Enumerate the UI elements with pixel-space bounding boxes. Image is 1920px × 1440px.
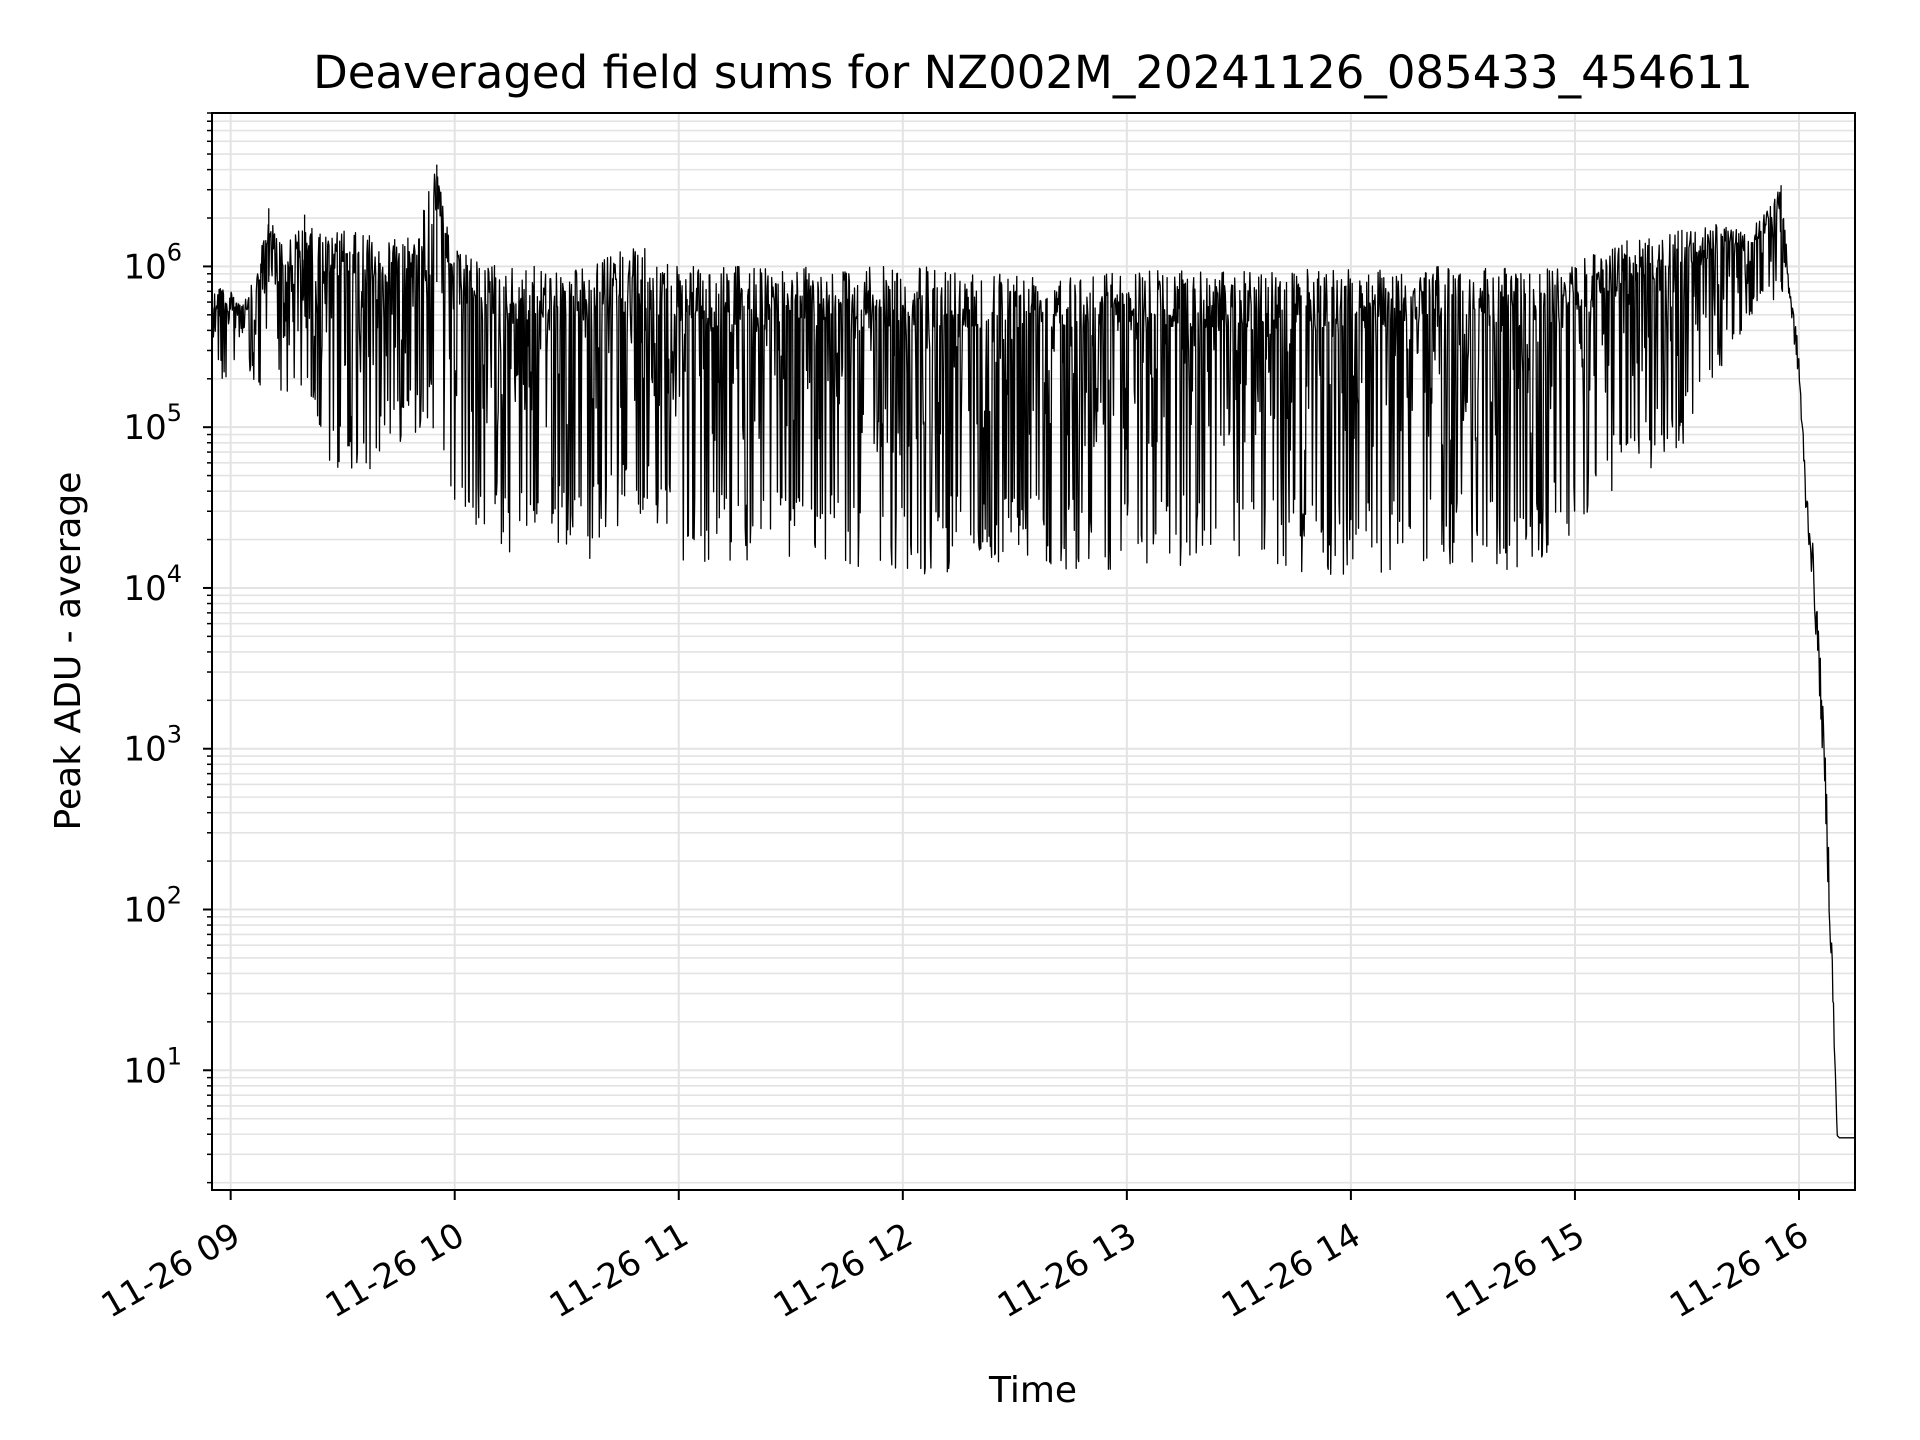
- chart-title: Deaveraged field sums for NZ002M_2024112…: [313, 46, 1753, 99]
- x-tick-label: 11-26 10: [319, 1215, 471, 1326]
- y-tick-label: 105: [123, 399, 182, 448]
- y-tick-label: 106: [123, 238, 182, 287]
- y-tick-base: 10: [123, 1051, 166, 1091]
- y-axis-label: Peak ADU - average: [48, 472, 89, 831]
- x-axis-label: Time: [988, 1370, 1077, 1411]
- y-tick-exponent: 1: [167, 1042, 182, 1070]
- y-tick-exponent: 5: [167, 399, 182, 427]
- y-tick-base: 10: [123, 569, 166, 609]
- x-tick-label: 11-26 13: [991, 1215, 1143, 1326]
- series-lines: [212, 164, 1856, 1139]
- x-tick-label: 11-26 12: [767, 1215, 919, 1326]
- y-tick-base: 10: [123, 408, 166, 448]
- x-axis-ticks: 11-26 09 11-26 10 11-26 11 11-26 12 11-26 13…: [95, 1190, 1815, 1326]
- y-tick-base: 10: [123, 890, 166, 930]
- x-tick-label: 11-26 11: [543, 1215, 695, 1326]
- series-line: [212, 173, 1856, 1139]
- y-tick-base: 10: [123, 730, 166, 770]
- y-tick-label: 104: [123, 560, 182, 609]
- y-tick-label: 103: [123, 721, 182, 770]
- y-tick-label: 102: [123, 881, 182, 930]
- y-tick-exponent: 3: [167, 721, 182, 749]
- y-tick-exponent: 4: [167, 560, 182, 588]
- x-tick-label: 11-26 16: [1663, 1215, 1815, 1326]
- x-tick-label: 11-26 14: [1215, 1215, 1367, 1326]
- y-tick-label: 101: [123, 1042, 182, 1091]
- y-tick-exponent: 6: [167, 238, 182, 266]
- y-tick-exponent: 2: [167, 881, 182, 909]
- x-tick-label: 11-26 15: [1439, 1215, 1591, 1326]
- grid-lines: [212, 112, 1855, 1190]
- x-tick-label: 11-26 09: [95, 1215, 247, 1326]
- y-tick-base: 10: [123, 247, 166, 287]
